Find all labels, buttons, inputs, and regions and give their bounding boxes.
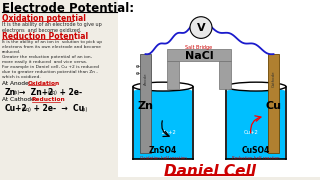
Text: Zn: Zn (5, 88, 16, 97)
FancyBboxPatch shape (219, 61, 231, 89)
Text: e-: e- (135, 64, 141, 69)
FancyBboxPatch shape (167, 61, 179, 89)
Ellipse shape (134, 88, 192, 95)
Text: (s): (s) (14, 90, 20, 95)
Text: (aq): (aq) (22, 107, 32, 112)
FancyBboxPatch shape (167, 49, 231, 61)
Text: Salt Bridge: Salt Bridge (185, 45, 212, 50)
Text: Cu: Cu (266, 101, 282, 111)
Text: Zn+2: Zn+2 (162, 130, 176, 135)
Text: Zn: Zn (138, 101, 154, 111)
Text: At Cathode:: At Cathode: (2, 97, 39, 102)
Circle shape (190, 17, 212, 38)
Text: CuSO4: CuSO4 (242, 146, 270, 155)
Ellipse shape (226, 82, 286, 91)
Text: →  Zn+2: → Zn+2 (19, 88, 53, 97)
Text: e-: e- (135, 71, 141, 76)
Text: Cu+2: Cu+2 (244, 130, 259, 135)
Text: It is the ability of an ion in  solution to pick up
electrons from its own elect: It is the ability of an ion in solution … (2, 40, 102, 79)
Text: NaCl: NaCl (185, 51, 213, 61)
Ellipse shape (133, 82, 193, 91)
Text: Cathode: Cathode (271, 71, 276, 87)
Text: Oxidation: Oxidation (28, 81, 60, 86)
Text: Cu+2: Cu+2 (5, 104, 28, 113)
FancyBboxPatch shape (140, 54, 151, 152)
Text: Reduction half reaction: Reduction half reaction (232, 156, 280, 160)
Text: Oxidation potential: Oxidation potential (2, 14, 86, 23)
Text: Reduction: Reduction (32, 97, 66, 102)
Text: (s): (s) (82, 107, 88, 112)
Text: ZnSO4: ZnSO4 (149, 146, 177, 155)
Text: At Anode:: At Anode: (2, 81, 33, 86)
FancyBboxPatch shape (134, 91, 192, 159)
FancyBboxPatch shape (227, 91, 285, 159)
Text: Reduction Potential: Reduction Potential (2, 32, 88, 41)
Text: + 2e-: + 2e- (57, 88, 82, 97)
Text: (aq): (aq) (48, 90, 58, 95)
FancyBboxPatch shape (118, 0, 320, 177)
FancyBboxPatch shape (268, 54, 279, 152)
Text: It is the ability of an electrode to give up
electrons  and become oxidized.: It is the ability of an electrode to giv… (2, 22, 102, 33)
Text: + 2e-  →  Cu: + 2e- → Cu (31, 104, 84, 113)
Text: Electrode Potential:: Electrode Potential: (2, 2, 134, 15)
Text: V: V (197, 22, 205, 33)
Text: Daniel Cell: Daniel Cell (164, 164, 255, 179)
Text: Oxidation half reaction: Oxidation half reaction (140, 156, 187, 160)
Text: Anode: Anode (143, 73, 148, 85)
Ellipse shape (227, 88, 285, 95)
